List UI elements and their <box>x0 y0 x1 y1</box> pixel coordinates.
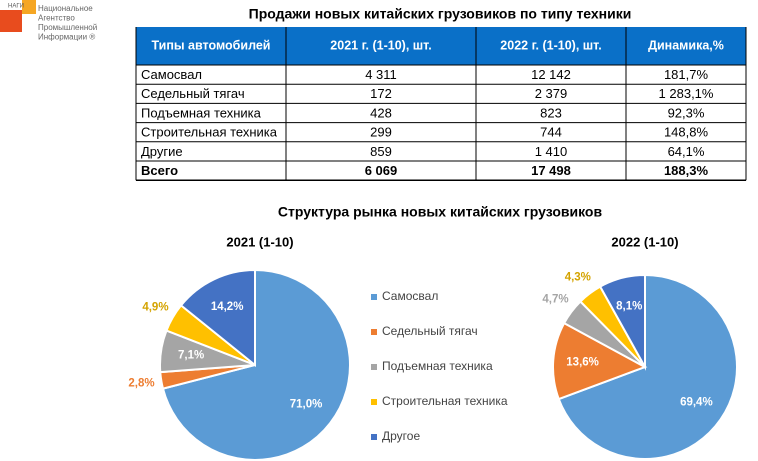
table-cell: Всего <box>141 163 178 178</box>
table-cell: 188,3% <box>664 163 709 178</box>
legend-swatch <box>371 294 377 300</box>
column-header: Динамика,% <box>648 38 724 52</box>
column-header: Типы автомобилей <box>152 38 271 52</box>
table-cell: 64,1% <box>668 144 705 159</box>
charts-title: Структура рынка новых китайских грузовик… <box>278 204 603 220</box>
slice-label: 4,3% <box>565 271 591 283</box>
table: Типы автомобилей 2021 г. (1-10), шт. 2022 … <box>135 27 747 181</box>
table-cell: 148,8% <box>664 125 709 140</box>
legend-label: Подъемная техника <box>382 359 493 373</box>
charts: Самосвал Седельный тягач Подъемная техника… <box>128 234 738 461</box>
table-cell: 17 498 <box>531 163 571 178</box>
slice-label: 4,7% <box>542 294 568 306</box>
table-cell: 1 283,1% <box>659 86 714 101</box>
table-cell: 4 311 <box>365 67 397 82</box>
logo-square <box>22 0 36 14</box>
legend-label: Строительная техника <box>382 394 508 408</box>
table-cell: 92,3% <box>668 105 705 120</box>
column-header: 2021 г. (1-10), шт. <box>330 38 431 52</box>
legend-swatch <box>371 364 377 370</box>
legend-swatch <box>371 434 377 440</box>
table-cell: 428 <box>370 105 392 120</box>
table-cell: 744 <box>540 125 562 140</box>
logo-text: Национальное <box>38 4 93 13</box>
pie-slice <box>161 268 351 461</box>
table-header-bg <box>136 27 746 65</box>
logo-text: Информации ® <box>38 33 95 42</box>
table-cell: 6 069 <box>365 163 398 178</box>
legend-label: Седельный тягач <box>382 324 478 338</box>
pie-slice <box>552 321 648 401</box>
table-cell: Подъемная техника <box>141 105 262 120</box>
slice-label: 69,4% <box>680 397 713 409</box>
table-cell: 859 <box>370 144 392 159</box>
legend-label: Другое <box>382 429 420 443</box>
column-header: 2022 г. (1-10), шт. <box>500 38 601 52</box>
pie-slice <box>598 273 646 371</box>
pie-title: 2022 (1-10) <box>611 234 678 249</box>
slice-label: 14,2% <box>211 301 244 313</box>
slice-label: 71,0% <box>290 399 323 411</box>
table-cell: Другие <box>141 144 183 159</box>
pie-slice <box>179 268 256 368</box>
table-cell: 299 <box>370 125 392 140</box>
pie-title: 2021 (1-10) <box>226 234 293 249</box>
slice-label: 13,6% <box>566 357 599 369</box>
logo-square <box>0 10 22 32</box>
logo-text: Промышленной <box>38 23 97 32</box>
table-cell: Седельный тягач <box>141 86 245 101</box>
table-title: Продажи новых китайских грузовиков по ти… <box>249 6 632 22</box>
table-cell: Строительная техника <box>141 125 278 140</box>
legend-label: Самосвал <box>382 289 438 303</box>
slice-label: 8,1% <box>616 300 642 312</box>
table-cell: Самосвал <box>141 67 202 82</box>
slice-label: 4,9% <box>142 301 168 313</box>
table-cell: 823 <box>540 105 562 120</box>
logo-text: Агентство <box>38 14 75 23</box>
logo-mark: НАГИ <box>8 4 24 10</box>
pie-slice <box>557 273 738 460</box>
table-cell: 12 142 <box>531 67 571 82</box>
table-cell: 172 <box>370 86 392 101</box>
legend-swatch <box>371 399 377 405</box>
legend-swatch <box>371 329 377 335</box>
slice-label: 7,1% <box>178 350 204 362</box>
table-cell: 181,7% <box>664 67 709 82</box>
table-cell: 1 410 <box>535 144 568 159</box>
slice-label: 2,8% <box>128 378 154 390</box>
table-cell: 2 379 <box>535 86 568 101</box>
